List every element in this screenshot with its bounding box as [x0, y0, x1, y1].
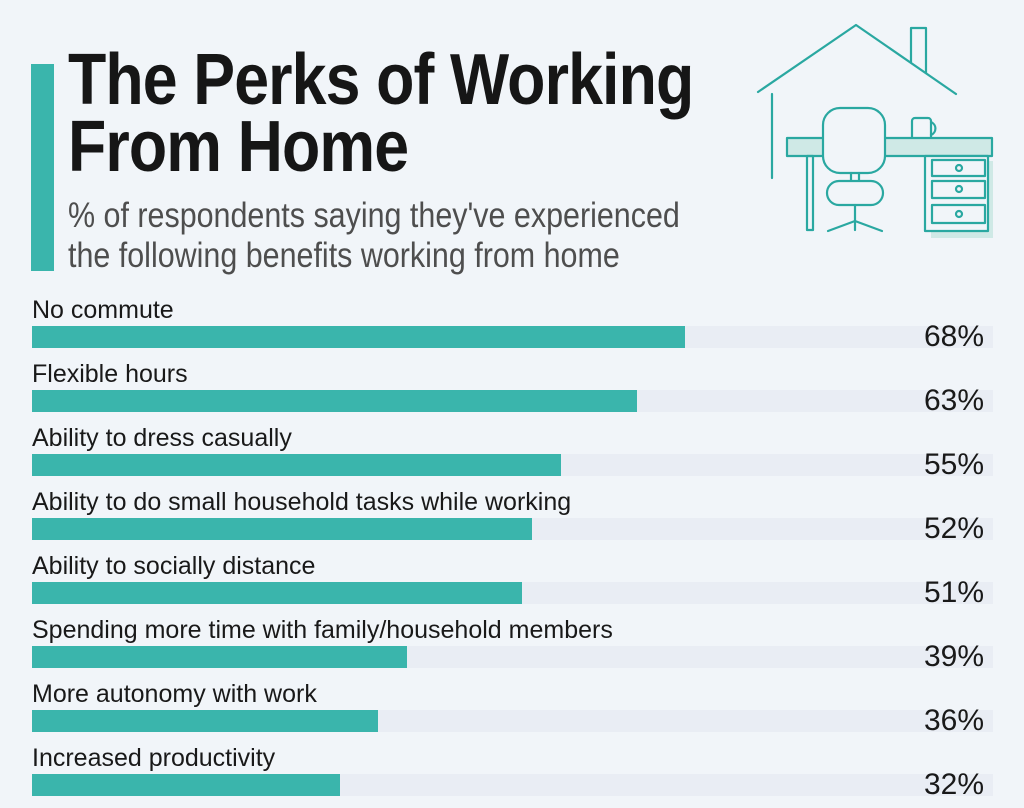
- bar-value: 68%: [923, 320, 984, 353]
- page-subtitle-line-1: % of respondents saying they've experien…: [68, 196, 680, 235]
- bar-row: More autonomy with work 36%: [32, 680, 993, 736]
- bar-row: Flexible hours 63%: [32, 360, 993, 416]
- bar-row: Ability to socially distance 51%: [32, 552, 993, 608]
- bar-track: 39%: [32, 642, 993, 672]
- bar-row: Ability to do small household tasks whil…: [32, 488, 993, 544]
- bar-fill: [32, 774, 340, 796]
- bar-fill: [32, 710, 378, 732]
- bar-fill: [32, 326, 686, 348]
- page-title: The Perks of Working From Home: [68, 40, 694, 187]
- home-office-illustration: [752, 16, 1000, 238]
- house-icon: [756, 23, 958, 180]
- bar-label: Ability to dress casually: [32, 424, 292, 452]
- bar-row: Increased productivity 32%: [32, 744, 993, 800]
- bar-track: 55%: [32, 450, 993, 480]
- bar-label: Ability to do small household tasks whil…: [32, 488, 572, 516]
- bar-value: 39%: [923, 640, 984, 673]
- bar-label: More autonomy with work: [32, 680, 317, 708]
- page-subtitle: % of respondents saying they've experien…: [68, 196, 680, 276]
- bar-track: 51%: [32, 578, 993, 608]
- bar-value: 32%: [923, 768, 984, 801]
- page-title-line-2: From Home: [68, 107, 409, 187]
- bar-row: Ability to dress casually 55%: [32, 424, 993, 480]
- bar-chart: No commute 68% Flexible hours 63% Abilit…: [32, 296, 993, 808]
- bar-value: 51%: [923, 576, 984, 609]
- bar-track: 32%: [32, 770, 993, 800]
- bar-label: Ability to socially distance: [32, 552, 316, 580]
- home-office-icon: [756, 23, 994, 238]
- bar-fill: [32, 390, 638, 412]
- page-title-line-1: The Perks of Working: [68, 40, 694, 120]
- bar-value: 63%: [923, 384, 984, 417]
- bar-row: No commute 68%: [32, 296, 993, 352]
- office-chair-icon: [821, 106, 887, 233]
- bar-fill: [32, 454, 561, 476]
- bar-track: 68%: [32, 322, 993, 352]
- bar-label: Flexible hours: [32, 360, 188, 388]
- bar-track: 52%: [32, 514, 993, 544]
- drawer-unit-icon: [923, 154, 993, 238]
- bar-fill: [32, 582, 523, 604]
- bar-value: 55%: [923, 448, 984, 481]
- bar-value: 52%: [923, 512, 984, 545]
- bar-label: No commute: [32, 296, 174, 324]
- bar-label: Spending more time with family/household…: [32, 616, 613, 644]
- bar-fill: [32, 646, 407, 668]
- page-subtitle-line-2: the following benefits working from home: [68, 236, 620, 275]
- bar-row: Spending more time with family/household…: [32, 616, 993, 672]
- bar-track: 63%: [32, 386, 993, 416]
- bar-label: Increased productivity: [32, 744, 276, 772]
- bar-fill: [32, 518, 532, 540]
- bar-value: 36%: [923, 704, 984, 737]
- mug-icon: [910, 116, 937, 142]
- title-accent-bar: [31, 64, 54, 271]
- bar-track: 36%: [32, 706, 993, 736]
